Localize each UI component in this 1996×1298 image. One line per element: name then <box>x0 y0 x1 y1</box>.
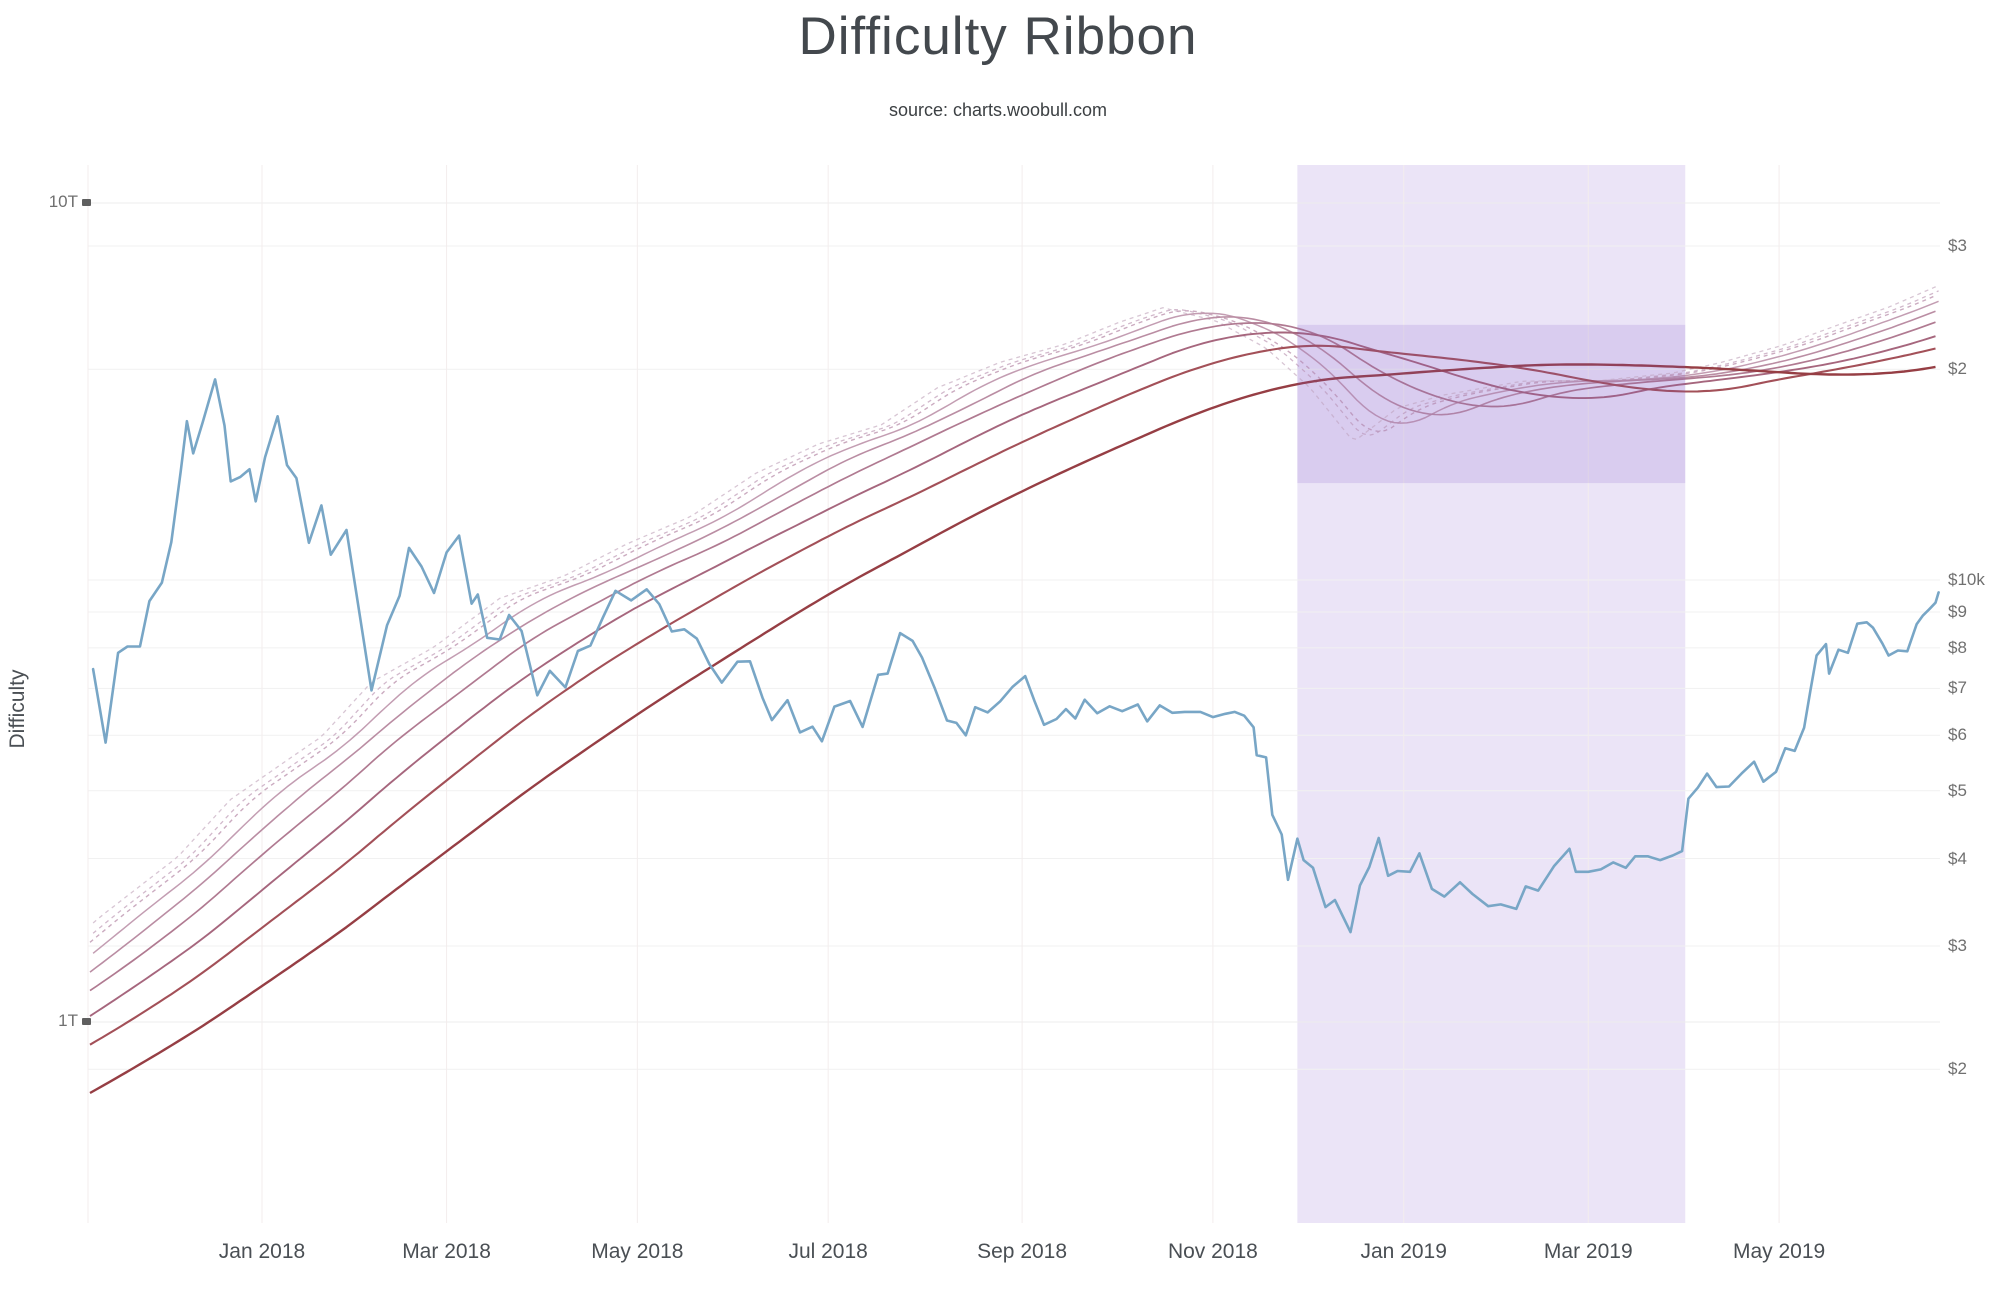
ribbon-ma-60d <box>89 321 1936 992</box>
page-title: Difficulty Ribbon <box>798 7 1198 66</box>
highlight-band <box>1297 165 1686 1223</box>
y-right-tick-label: $2 <box>1948 1059 1967 1079</box>
y-right-tick-label: $7 <box>1948 678 1967 698</box>
x-tick-label: Jul 2018 <box>788 1240 868 1263</box>
x-tick-label: Mar 2019 <box>1543 1240 1633 1263</box>
highlight-strip <box>1297 324 1686 484</box>
y-left-tick-label: 1T <box>58 1011 78 1030</box>
y-left-tick-label: 10T <box>48 192 78 211</box>
y-right-tick-label: $4 <box>1948 848 1967 868</box>
y-left-axis-handle[interactable] <box>82 199 91 206</box>
y-right-tick-label: $5 <box>1948 780 1967 800</box>
y-left-axis-handle[interactable] <box>82 1018 91 1025</box>
x-tick-label: Sep 2018 <box>977 1240 1068 1263</box>
ribbon-ma-128d <box>89 344 1936 1046</box>
x-tick-label: May 2019 <box>1732 1240 1826 1263</box>
y-right-tick-label: $3 <box>1948 936 1967 955</box>
ribbon-ma-200d <box>89 363 1936 1095</box>
y-right-tick-label: $3 <box>1948 236 1967 255</box>
x-tick-label: Nov 2018 <box>1167 1240 1258 1263</box>
y-right-tick-label: $9 <box>1948 602 1967 622</box>
y-right-tick-label: $6 <box>1948 725 1967 745</box>
x-tick-label: Jan 2019 <box>1360 1240 1447 1263</box>
x-tick-label: Mar 2018 <box>402 1240 491 1263</box>
ribbon-ma-1d <box>92 284 1939 924</box>
x-tick-label: May 2018 <box>591 1240 684 1263</box>
y-axis-title-difficulty: Difficulty <box>6 669 29 749</box>
y-right-tick-label: $10k <box>1948 570 1985 589</box>
ribbon-ma-40d <box>89 310 1936 973</box>
ribbon-ma-14d <box>89 294 1936 943</box>
x-tick-label: Jan 2018 <box>218 1240 306 1263</box>
chart-source-caption: source: charts.woobull.com <box>888 100 1108 120</box>
btc-price-line <box>91 378 1940 934</box>
ribbon-ma-90d <box>89 331 1936 1017</box>
y-right-tick-label: $2 <box>1948 359 1967 379</box>
y-right-tick-label: $8 <box>1948 637 1967 657</box>
